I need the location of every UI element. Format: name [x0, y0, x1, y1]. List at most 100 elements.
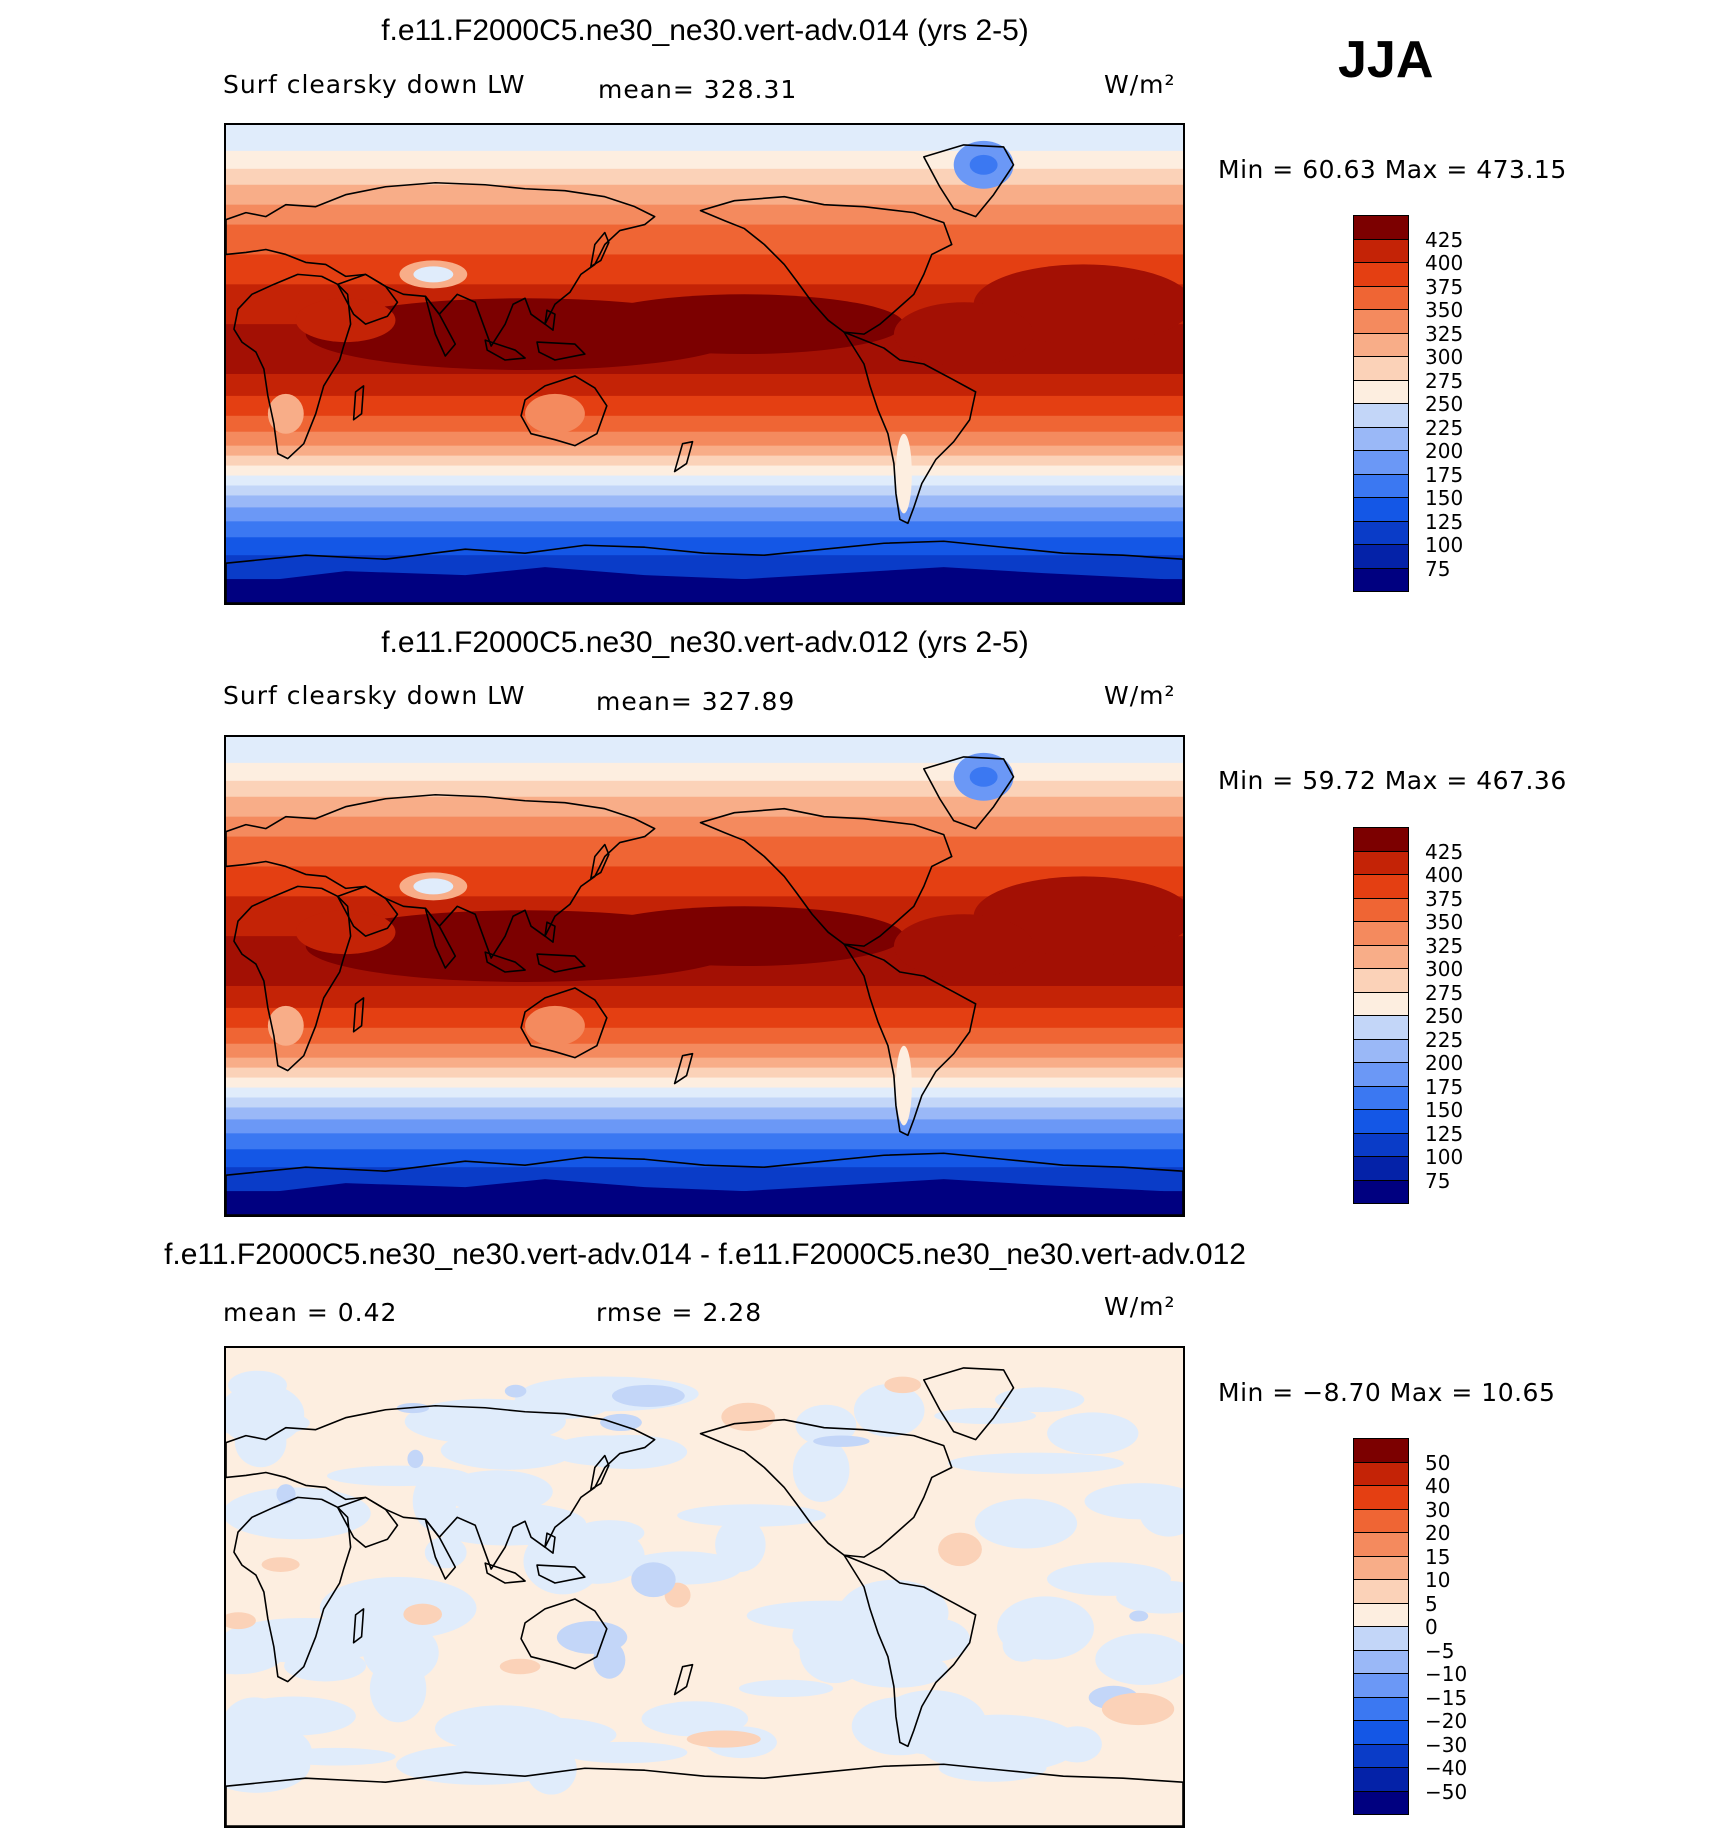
panel-3-minmax: Min = −8.70 Max = 10.65: [1218, 1378, 1556, 1407]
colorbar-tick-label: 200: [1425, 439, 1464, 463]
latitude-band: [226, 521, 1183, 539]
colorbar-tick-label: −30: [1425, 1732, 1468, 1757]
latitude-band: [226, 836, 1183, 868]
field-contour: [611, 1384, 685, 1407]
field-contour: [261, 1557, 300, 1572]
panel-3-mean-label: mean = 0.42: [223, 1298, 398, 1327]
coastline: [843, 943, 977, 1137]
latitude-band: [226, 224, 1183, 256]
latitude-band: [226, 1043, 1183, 1059]
field-contour: [523, 1527, 603, 1595]
field-contour: [898, 1618, 971, 1662]
colorbar-swatch: [1353, 379, 1409, 404]
colorbar-swatch: [1353, 473, 1409, 498]
field-contour: [947, 1452, 1124, 1474]
colorbar-tick-label: −10: [1425, 1662, 1468, 1686]
field-contour: [844, 1651, 949, 1688]
panel-3-map: [224, 1346, 1185, 1828]
panel-3-map-plot: [226, 1348, 1183, 1826]
latitude-band: [226, 475, 1183, 487]
colorbar-tick-label: 250: [1425, 1004, 1464, 1028]
field-contour: [893, 914, 1034, 978]
latitude-band: [226, 1067, 1183, 1079]
field-contour: [226, 1179, 1183, 1215]
coastline: [699, 195, 953, 335]
coastline: [536, 341, 586, 361]
colorbar-swatch: [1353, 215, 1409, 240]
colorbar-swatch: [1353, 426, 1409, 451]
latitude-band: [226, 1087, 1183, 1099]
colorbar-swatch: [1353, 1485, 1409, 1510]
coastline: [536, 953, 586, 973]
coastlines: [226, 1367, 1183, 1826]
field-contour: [403, 1603, 443, 1625]
coastline: [544, 1532, 556, 1554]
latitude-band: [226, 985, 1183, 1009]
latitude-band: [226, 495, 1183, 509]
coastline: [233, 1496, 352, 1683]
field-contour: [853, 1383, 925, 1437]
field-contour: [792, 1437, 850, 1502]
coastline: [424, 907, 457, 969]
field-contour: [413, 266, 454, 283]
latitude-band: [226, 204, 1183, 226]
colorbar-swatch: [1353, 520, 1409, 545]
colorbar-tick-label: 40: [1425, 1474, 1451, 1498]
latitude-band: [226, 150, 1183, 170]
colorbar-tick-label: 275: [1425, 368, 1464, 393]
colorbar-tick-label: 425: [1425, 227, 1464, 252]
latitude-band: [226, 1007, 1183, 1029]
colorbar-tick-label: 325: [1425, 933, 1464, 958]
field-contour: [738, 1679, 834, 1698]
colorbar-swatch: [1353, 1038, 1409, 1063]
colorbar-swatch: [1353, 1085, 1409, 1110]
colorbar-tick-label: 225: [1425, 415, 1464, 440]
colorbar-swatch: [1353, 897, 1409, 922]
field-contour: [969, 154, 998, 175]
latitude-band: [226, 445, 1183, 457]
coastline: [923, 756, 1015, 830]
colorbar-swatch: [1353, 921, 1409, 946]
colorbar-swatch: [1353, 1508, 1409, 1533]
coastline: [673, 1663, 694, 1696]
coastline: [673, 440, 694, 473]
colorbar-swatch: [1353, 1156, 1409, 1181]
latitude-band: [226, 1097, 1183, 1109]
colorbar-swatch: [1353, 1438, 1409, 1463]
coastline: [520, 987, 608, 1059]
field-contour: [424, 1536, 467, 1569]
field-contour: [813, 1435, 870, 1447]
colorbar-swatch: [1353, 1532, 1409, 1557]
field-contour: [295, 298, 396, 343]
coastline: [424, 295, 457, 357]
panel-1-mean-label: mean= 328.31: [598, 75, 798, 104]
colorbar-swatch: [1353, 968, 1409, 993]
colorbar-tick-label: 300: [1425, 345, 1464, 369]
latitude-band: [226, 373, 1183, 397]
field-contour: [974, 1498, 1078, 1549]
colorbar-tick-label: 0: [1425, 1615, 1438, 1639]
latitude-band: [226, 415, 1183, 433]
field-contour: [893, 302, 1034, 366]
coastline: [536, 1564, 586, 1584]
colorbar-tick-label: 100: [1425, 533, 1464, 557]
latitude-band: [226, 780, 1183, 798]
latitude-band: [226, 395, 1183, 417]
field-contour: [884, 1376, 922, 1394]
colorbar-tick-label: 200: [1425, 1051, 1464, 1075]
coastline: [544, 921, 556, 943]
colorbar-swatch: [1353, 309, 1409, 334]
panel-3-rmse-label: rmse = 2.28: [596, 1298, 763, 1327]
colorbar-swatch: [1353, 1743, 1409, 1768]
field-contour: [230, 1696, 356, 1736]
colorbar-swatch: [1353, 332, 1409, 357]
field-contour: [934, 1407, 1037, 1424]
colorbar-swatch: [1353, 1767, 1409, 1792]
coastline: [352, 1608, 365, 1644]
field-contour: [226, 1487, 371, 1540]
latitude-band: [226, 1133, 1183, 1151]
colorbar-tick-label: 75: [1425, 556, 1451, 581]
coastline: [336, 1496, 399, 1548]
colorbar-swatch: [1353, 262, 1409, 287]
field-contour: [938, 1532, 982, 1567]
